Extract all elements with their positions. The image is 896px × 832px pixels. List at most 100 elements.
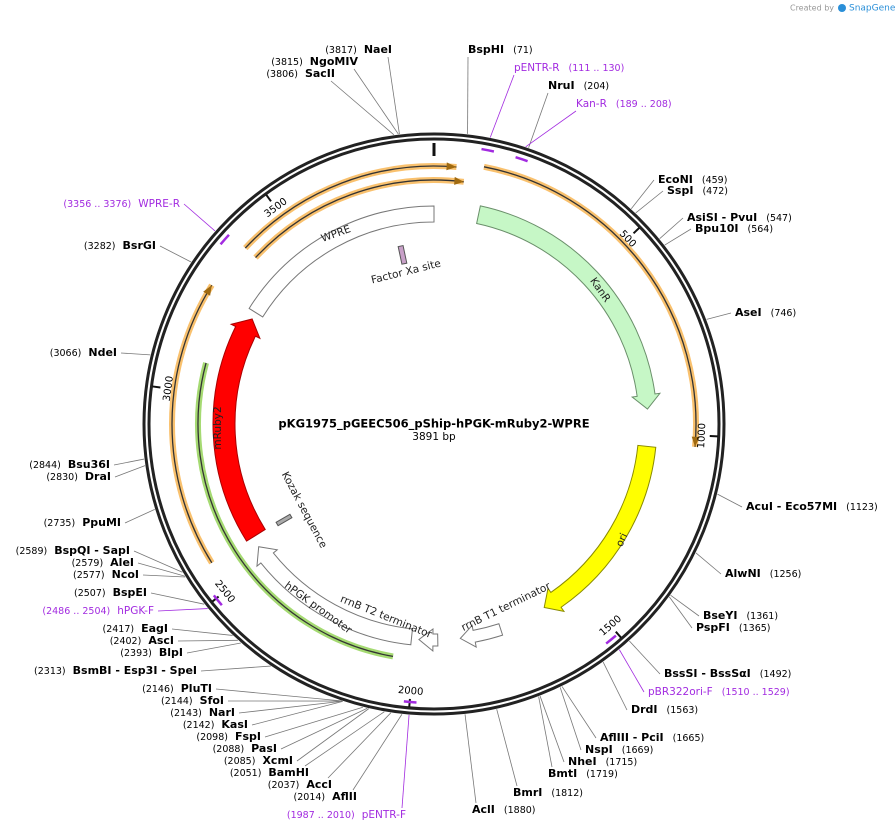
primer-mark: [403, 700, 417, 704]
leader-line: [264, 706, 363, 738]
factor-xa-marker: [397, 244, 408, 265]
label-position: (2098): [196, 732, 228, 743]
leader-line: [630, 179, 655, 209]
label-name: SacII: [305, 67, 335, 80]
leader-line: [561, 686, 597, 739]
label-position: (1665): [673, 733, 705, 744]
label-position: (2577): [73, 570, 105, 581]
label-position: (2507): [74, 588, 106, 599]
tick-mark: [632, 227, 641, 235]
leader-line: [401, 714, 410, 809]
leader-line: [618, 649, 645, 693]
label-position: (1715): [606, 757, 638, 768]
leader-line: [171, 628, 233, 636]
leader-line: [539, 695, 565, 763]
leader-line: [602, 661, 628, 711]
tick-label: 1000: [696, 423, 708, 449]
highlight-head: [454, 176, 464, 185]
label-position: (459): [702, 175, 728, 186]
label-position: (1123): [846, 502, 878, 513]
feature-label: mRuby2: [212, 406, 224, 449]
leader-line: [251, 701, 343, 726]
feature-label: ori: [614, 531, 631, 548]
leader-line: [717, 493, 743, 508]
label-position: (2037): [268, 780, 300, 791]
tick-label: 1500: [598, 614, 624, 639]
label-position: (547): [766, 213, 792, 224]
label-name: PluTI: [181, 682, 212, 695]
label-name: Bsu36I: [68, 458, 110, 471]
label-name: hPGK-F: [117, 605, 154, 617]
highlight-head: [446, 162, 457, 171]
label-position: (564): [748, 224, 774, 235]
primer-mark: [481, 147, 495, 153]
label-name: DraI: [85, 470, 111, 483]
label-position: (1256): [770, 569, 802, 580]
highlight-line: [255, 179, 464, 259]
leader-line: [113, 458, 145, 466]
leader-line: [496, 709, 518, 787]
label-position: (1987 .. 2010): [287, 810, 355, 821]
label-name: BsmBI - Esp3I - SpeI: [73, 664, 197, 677]
label-name: WPRE-R: [138, 198, 180, 210]
leader-line: [528, 92, 549, 148]
label-name: NgoMIV: [310, 55, 359, 68]
label-name: NcoI: [112, 568, 139, 581]
leader-line: [183, 203, 216, 232]
label-position: (1365): [739, 623, 771, 634]
feature-arrow: [256, 546, 414, 646]
backbone-outer: [142, 132, 726, 716]
label-position: (3815): [271, 57, 303, 68]
highlight-head: [691, 436, 700, 447]
label-position: (1510 .. 1529): [722, 687, 790, 698]
leader-line: [464, 714, 477, 804]
tick-mark: [152, 385, 161, 389]
label-position: (3806): [266, 69, 298, 80]
feature-arrow: [212, 318, 266, 542]
label-position: (204): [584, 81, 610, 92]
label-name: pENTR-R: [514, 62, 560, 74]
backbone-inner: [147, 137, 721, 711]
label-name: BssSI - BssSαI: [664, 667, 751, 680]
label-position: (3817): [325, 45, 357, 56]
label-position: (189 .. 208): [616, 99, 672, 110]
label-name: AflIII - PciI: [600, 731, 664, 744]
label-name: NaeI: [364, 43, 392, 56]
tick-mark: [265, 194, 272, 202]
leader-line: [150, 592, 205, 605]
label-name: AccI: [306, 778, 332, 791]
leader-line: [124, 509, 155, 524]
leader-line: [186, 642, 241, 654]
leader-line: [670, 594, 700, 617]
highlight-line: [197, 362, 394, 658]
label-name: NdeI: [88, 346, 117, 359]
label-name: AclI: [472, 803, 495, 816]
label-position: (2417): [103, 624, 135, 635]
highlight-glow: [483, 163, 699, 448]
label-name: Kan-R: [576, 98, 607, 110]
label-name: SfoI: [200, 694, 224, 707]
label-position: (2142): [183, 720, 215, 731]
leader-line: [695, 552, 722, 575]
highlight-glow: [169, 283, 215, 565]
label-position: (1719): [586, 769, 618, 780]
leader-line: [133, 550, 183, 573]
feature-arrow: [543, 444, 657, 613]
tick-label: 2000: [397, 685, 423, 698]
label-name: BlpI: [159, 646, 183, 659]
label-name: pENTR-F: [362, 809, 406, 821]
leader-line: [629, 640, 661, 675]
label-name: AsiSI - PvuI: [687, 211, 757, 224]
label-name: BspHI: [468, 43, 504, 56]
brand[interactable]: SnapGene: [849, 4, 896, 14]
label-name: XcmI: [262, 754, 293, 767]
label-name: DrdI: [631, 703, 658, 716]
kozak-marker: [275, 513, 293, 527]
leader-line: [353, 68, 399, 135]
label-name: BmtI: [548, 767, 577, 780]
label-name: BsrGI: [123, 239, 156, 252]
leader-line: [327, 712, 392, 779]
label-name: AscI: [148, 634, 174, 647]
label-name: NspI: [585, 743, 613, 756]
